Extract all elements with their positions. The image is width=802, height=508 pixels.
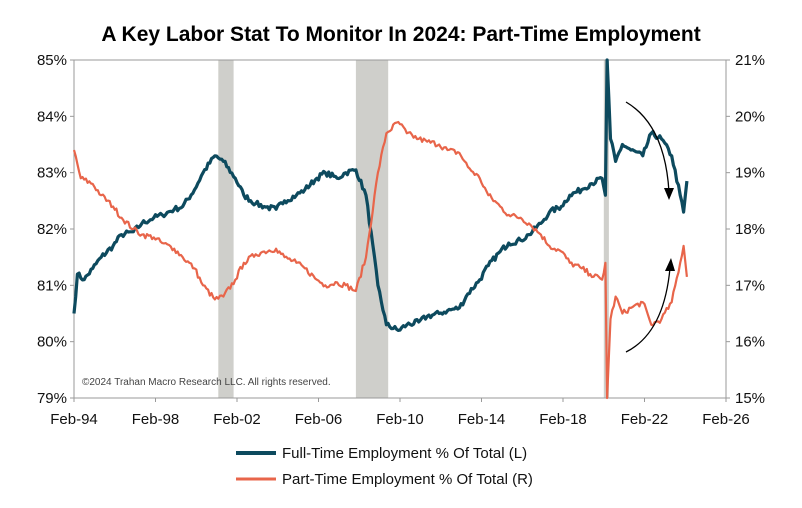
left-tick-label: 84% xyxy=(37,108,67,125)
x-tick-label: Feb-18 xyxy=(539,411,587,428)
upward-arrowhead-icon xyxy=(665,258,675,271)
x-tick-label: Feb-14 xyxy=(458,411,506,428)
x-axis: Feb-94 Feb-98 Feb-02 Feb-06 Feb-10 Feb-14 Feb-… xyxy=(50,398,750,428)
left-axis: 79% 80% 81% 82% 83% 84% 85% xyxy=(37,52,74,407)
right-tick-label: 20% xyxy=(735,108,765,125)
credit-text: ©2024 Trahan Macro Research LLC. All rig… xyxy=(82,377,331,388)
chart-title: A Key Labor Stat To Monitor In 2024: Par… xyxy=(101,23,700,46)
right-tick-label: 16% xyxy=(735,334,765,351)
recession-shading xyxy=(218,60,609,398)
series-layer xyxy=(72,58,689,400)
recession-bar xyxy=(218,60,234,398)
full-time-series-line xyxy=(72,58,689,332)
trend-arrows xyxy=(625,101,675,353)
left-tick-label: 79% xyxy=(37,390,67,407)
x-tick-label: Feb-26 xyxy=(702,411,750,428)
upward-arrow-icon xyxy=(625,267,671,353)
legend-part-time-label: Part-Time Employment % Of Total (R) xyxy=(282,471,533,488)
x-tick-label: Feb-06 xyxy=(295,411,343,428)
recession-bar xyxy=(603,60,609,398)
right-tick-label: 18% xyxy=(735,221,765,238)
left-tick-label: 81% xyxy=(37,277,67,294)
right-tick-label: 15% xyxy=(735,390,765,407)
left-tick-label: 85% xyxy=(37,52,67,69)
plot-area xyxy=(73,59,727,399)
x-tick-label: Feb-98 xyxy=(132,411,180,428)
x-tick-label: Feb-94 xyxy=(50,411,98,428)
x-tick-label: Feb-02 xyxy=(213,411,261,428)
part-time-series-line xyxy=(72,120,688,400)
right-tick-label: 21% xyxy=(735,52,765,69)
legend: Full-Time Employment % Of Total (L) Part… xyxy=(236,445,533,488)
left-tick-label: 80% xyxy=(37,334,67,351)
x-tick-label: Feb-10 xyxy=(376,411,424,428)
left-tick-label: 82% xyxy=(37,221,67,238)
x-tick-label: Feb-22 xyxy=(621,411,669,428)
right-axis: 15% 16% 17% 18% 19% 20% 21% xyxy=(726,52,765,407)
legend-full-time-label: Full-Time Employment % Of Total (L) xyxy=(282,445,527,462)
right-tick-label: 17% xyxy=(735,277,765,294)
downward-arrowhead-icon xyxy=(664,188,674,200)
downward-arrow-icon xyxy=(625,101,670,193)
right-tick-label: 19% xyxy=(735,165,765,182)
left-tick-label: 83% xyxy=(37,165,67,182)
